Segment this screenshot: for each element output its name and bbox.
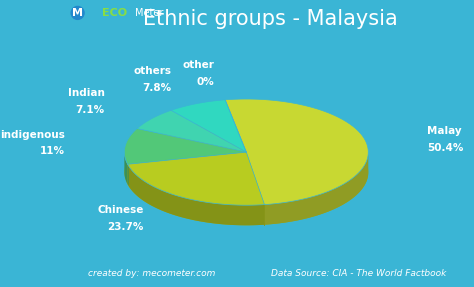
Text: M: M xyxy=(72,8,83,18)
Polygon shape xyxy=(124,153,128,184)
Text: 0%: 0% xyxy=(197,77,215,87)
Text: Data Source: CIA - The World Factbook: Data Source: CIA - The World Factbook xyxy=(271,269,446,278)
Polygon shape xyxy=(225,100,246,152)
Polygon shape xyxy=(124,129,246,164)
Text: 7.8%: 7.8% xyxy=(143,83,172,93)
Polygon shape xyxy=(225,99,368,205)
Text: created by: mecometer.com: created by: mecometer.com xyxy=(88,269,215,278)
Polygon shape xyxy=(128,164,264,225)
Polygon shape xyxy=(264,153,368,225)
Text: ECO: ECO xyxy=(102,8,127,18)
Text: 23.7%: 23.7% xyxy=(108,222,144,232)
Text: indigenous: indigenous xyxy=(0,129,64,139)
Polygon shape xyxy=(171,100,246,152)
Text: Chinese: Chinese xyxy=(97,205,144,215)
Polygon shape xyxy=(128,152,264,205)
Text: other: other xyxy=(182,60,215,70)
Polygon shape xyxy=(137,110,246,152)
Text: Indian: Indian xyxy=(68,88,104,98)
Text: Ethnic groups - Malaysia: Ethnic groups - Malaysia xyxy=(143,9,398,29)
Text: others: others xyxy=(134,66,172,76)
Text: Meter: Meter xyxy=(135,8,163,18)
Text: 7.1%: 7.1% xyxy=(75,105,104,115)
Polygon shape xyxy=(124,119,368,225)
Text: Malay: Malay xyxy=(427,126,462,136)
Text: 50.4%: 50.4% xyxy=(427,143,463,153)
Text: 11%: 11% xyxy=(40,146,64,156)
